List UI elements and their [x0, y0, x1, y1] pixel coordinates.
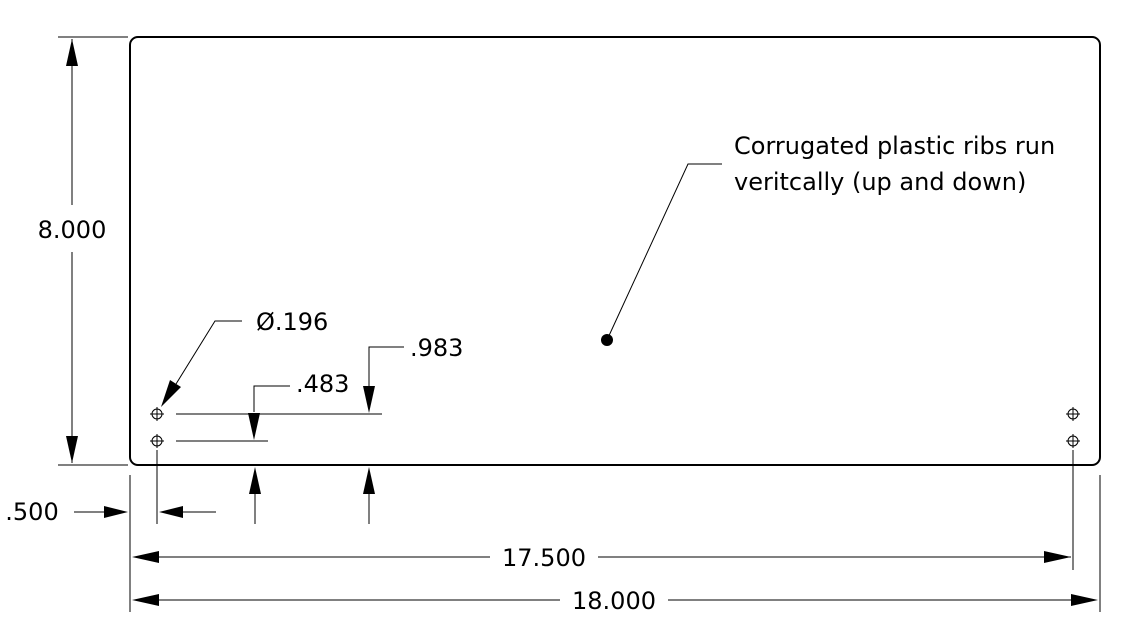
- hole-bottom-right: [1066, 434, 1080, 448]
- dimension-overall-height: 8.000: [38, 36, 128, 466]
- hole-top-left: [150, 407, 164, 421]
- dimension-hole-offset-x: .500: [5, 498, 216, 526]
- dimension-overall-width: 18.000: [132, 587, 1098, 615]
- dimension-label-overall-width: 18.000: [572, 587, 656, 615]
- dimension-label-height: 8.000: [38, 216, 107, 244]
- dimension-label-hole-diameter: Ø.196: [256, 308, 328, 336]
- dimension-hole-row2-offset: .983: [176, 334, 463, 524]
- hole-bottom-left: [150, 434, 164, 448]
- panel-outline: [129, 36, 1101, 466]
- dimension-label-row2-offset: .983: [410, 334, 463, 362]
- rib-direction-note: Corrugated plastic ribs run veritcally (…: [601, 132, 1055, 346]
- dimension-label-hole-spacing: 17.500: [502, 544, 586, 572]
- note-line-1: Corrugated plastic ribs run: [734, 132, 1055, 160]
- hole-diameter-callout: Ø.196: [161, 308, 328, 407]
- hole-top-right: [1066, 407, 1080, 421]
- dimension-hole-row1-offset: .483: [176, 370, 349, 524]
- dimension-label-row1-offset: .483: [296, 370, 349, 398]
- dimension-hole-spacing: 17.500: [132, 544, 1071, 572]
- dimension-label-hole-offset-x: .500: [5, 498, 58, 526]
- note-line-2: veritcally (up and down): [734, 168, 1026, 196]
